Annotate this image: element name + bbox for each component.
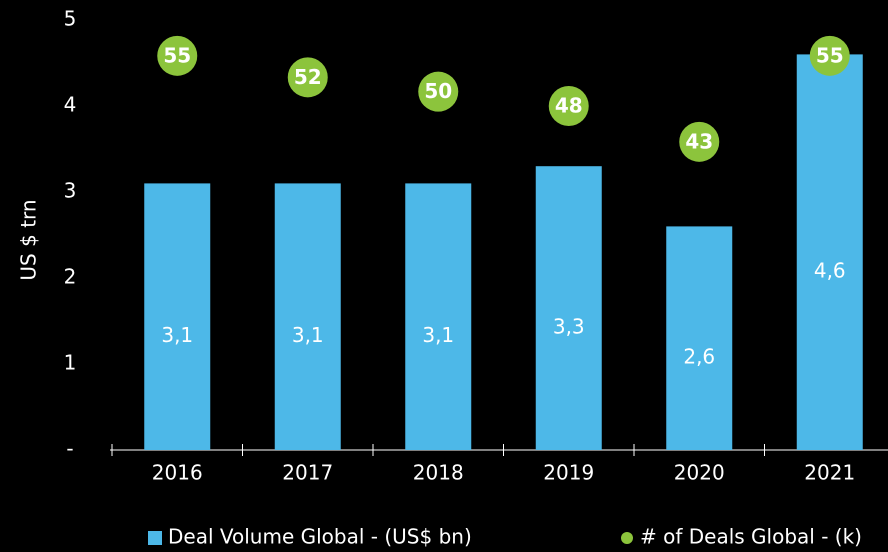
x-tick-label: 2021 (804, 461, 855, 485)
bar (405, 183, 472, 450)
y-tick-label: 5 (64, 7, 77, 31)
bar-value-label: 3,1 (161, 323, 193, 347)
bar-value-label: 3,1 (422, 323, 454, 347)
legend-label: Deal Volume Global - (US$ bn) (168, 525, 472, 549)
deal-count-label: 55 (816, 43, 844, 67)
deal-count-label: 50 (424, 79, 452, 103)
deal-count-marker (418, 71, 459, 112)
bar (666, 226, 733, 450)
deal-count-label: 48 (555, 94, 583, 118)
x-tick-label: 2019 (543, 461, 594, 485)
y-tick-label: 3 (64, 179, 77, 203)
y-axis-label: US $ trn (17, 199, 41, 280)
bar (144, 183, 211, 450)
bar (796, 54, 863, 451)
y-tick-label: 4 (64, 93, 77, 117)
bar-value-label: 4,6 (814, 259, 846, 283)
legend-marker (621, 532, 633, 544)
x-tick-label: 2017 (282, 461, 333, 485)
deal-count-marker (679, 121, 720, 162)
legend-marker (148, 531, 162, 545)
bar-value-label: 3,1 (292, 323, 324, 347)
x-tick-label: 2018 (413, 461, 464, 485)
bar (535, 166, 602, 450)
legend-label: # of Deals Global - (k) (640, 525, 862, 549)
deal-count-label: 55 (163, 43, 191, 67)
y-tick-label: - (66, 437, 73, 461)
bar (274, 183, 341, 450)
x-tick-label: 2016 (152, 461, 203, 485)
deal-count-label: 43 (685, 129, 713, 153)
bar-value-label: 3,3 (553, 315, 585, 339)
deal-count-marker (548, 86, 589, 126)
deal-count-label: 52 (294, 65, 322, 89)
deal-count-marker (809, 35, 850, 76)
bar-value-label: 2,6 (683, 345, 715, 369)
y-tick-label: 2 (64, 265, 77, 289)
x-tick-label: 2020 (674, 461, 725, 485)
deal-count-marker (157, 35, 198, 76)
y-tick-label: 1 (64, 351, 77, 375)
deal-count-marker (287, 57, 328, 98)
